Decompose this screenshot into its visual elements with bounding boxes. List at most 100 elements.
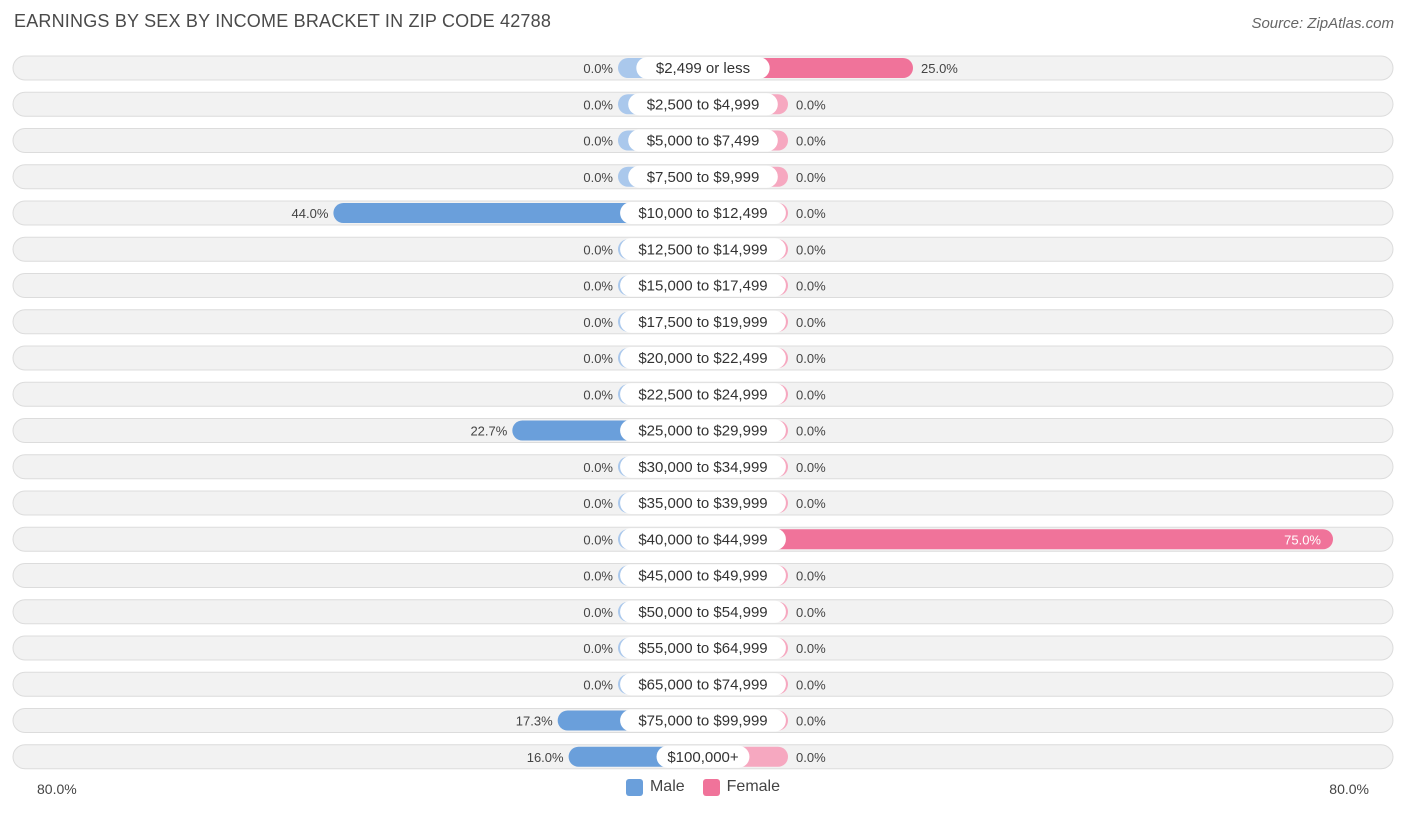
value-label-male: 0.0%: [583, 97, 613, 112]
value-label-male: 0.0%: [583, 641, 613, 656]
value-label-male: 0.0%: [583, 61, 613, 76]
value-label-female: 0.0%: [796, 315, 826, 330]
chart-row: $45,000 to $49,999 0.0% 0.0%: [12, 563, 1394, 588]
category-label-background: [620, 274, 786, 297]
category-label: $50,000 to $54,999: [638, 604, 767, 621]
value-label-male: 0.0%: [583, 315, 613, 330]
value-label-male: 0.0%: [583, 170, 613, 185]
value-label-male: 0.0%: [583, 279, 613, 294]
category-label: $5,000 to $7,499: [647, 133, 760, 150]
value-label-female: 0.0%: [796, 387, 826, 402]
chart-row: $5,000 to $7,499 0.0% 0.0%: [12, 128, 1394, 153]
value-label-female: 0.0%: [796, 134, 826, 149]
chart-row: $20,000 to $22,499 0.0% 0.0%: [12, 345, 1394, 371]
chart-row: $22,500 to $24,999 0.0% 0.0%: [12, 381, 1394, 407]
value-label-male: 0.0%: [583, 242, 613, 257]
chart-row: $65,000 to $74,999 0.0% 0.0%: [12, 671, 1394, 697]
category-label-background: [620, 202, 786, 224]
category-label: $75,000 to $99,999: [638, 713, 767, 730]
category-label-background: [620, 709, 786, 732]
chart-row: $55,000 to $64,999 0.0% 0.0%: [12, 635, 1394, 661]
chart-row: $2,499 or less 0.0% 25.0%: [12, 55, 1394, 81]
category-label: $12,500 to $14,999: [638, 241, 767, 258]
legend: Male Female: [0, 778, 1406, 796]
category-label-background: [620, 347, 786, 369]
value-label-male: 0.0%: [583, 532, 613, 547]
value-label-female: 0.0%: [796, 750, 826, 765]
value-label-female: 0.0%: [796, 242, 826, 257]
chart-row: $75,000 to $99,999 17.3% 0.0%: [12, 708, 1394, 733]
value-label-male: 0.0%: [583, 351, 613, 366]
category-label-background: [620, 492, 786, 514]
category-label-background: [620, 673, 786, 696]
axis-min-label: 80.0%: [37, 781, 77, 797]
axis-max-label: 80.0%: [1329, 781, 1369, 797]
category-label: $40,000 to $44,999: [638, 531, 767, 548]
value-label-female: 0.0%: [796, 569, 826, 584]
chart-row: $17,500 to $19,999 0.0% 0.0%: [12, 309, 1394, 335]
value-label-female: 0.0%: [796, 641, 826, 656]
category-label-background: [620, 419, 786, 442]
chart-row: $2,500 to $4,999 0.0% 0.0%: [12, 91, 1394, 117]
value-label-male: 22.7%: [470, 424, 507, 439]
category-label: $100,000+: [667, 749, 739, 766]
category-label-background: [636, 57, 770, 79]
bar-female: [703, 529, 1333, 550]
value-label-male: 0.0%: [583, 569, 613, 584]
chart-row: $15,000 to $17,499 0.0% 0.0%: [12, 273, 1394, 298]
chart-title: EARNINGS BY SEX BY INCOME BRACKET IN ZIP…: [14, 11, 552, 31]
category-label: $15,000 to $17,499: [638, 278, 767, 295]
value-label-male: 17.3%: [516, 714, 553, 729]
category-label: $30,000 to $34,999: [638, 459, 767, 476]
chart-row: $50,000 to $54,999 0.0% 0.0%: [12, 599, 1394, 625]
category-label: $35,000 to $39,999: [638, 495, 767, 512]
chart-row: $25,000 to $29,999 22.7% 0.0%: [12, 418, 1394, 443]
legend-label-female: Female: [726, 778, 781, 795]
category-label: $7,500 to $9,999: [647, 169, 760, 186]
category-label-background: [620, 564, 786, 587]
value-label-female: 75.0%: [1284, 532, 1321, 547]
category-label-background: [656, 745, 750, 768]
chart-row: $40,000 to $44,999 0.0% 75.0%: [12, 526, 1394, 552]
category-label: $20,000 to $22,499: [638, 350, 767, 367]
category-label-background: [628, 93, 778, 116]
category-label-background: [620, 637, 786, 659]
value-label-female: 0.0%: [796, 677, 826, 692]
category-label: $45,000 to $49,999: [638, 568, 767, 585]
value-label-female: 0.0%: [796, 351, 826, 366]
source-credit: Source: ZipAtlas.com: [1251, 15, 1394, 32]
category-label-background: [620, 455, 786, 478]
chart-row: $35,000 to $39,999 0.0% 0.0%: [12, 490, 1394, 516]
chart-row: $30,000 to $34,999 0.0% 0.0%: [12, 454, 1394, 480]
value-label-male: 16.0%: [527, 750, 564, 765]
value-label-female: 0.0%: [796, 496, 826, 511]
category-label-background: [628, 165, 778, 188]
category-label: $10,000 to $12,499: [638, 205, 767, 222]
value-label-male: 0.0%: [583, 496, 613, 511]
value-label-female: 0.0%: [796, 279, 826, 294]
value-label-female: 0.0%: [796, 170, 826, 185]
value-label-female: 0.0%: [796, 206, 826, 221]
category-label: $2,500 to $4,999: [647, 96, 760, 113]
legend-swatch-female: [702, 778, 720, 796]
bar-male: [333, 203, 703, 223]
category-label-background: [620, 528, 786, 551]
category-label: $2,499 or less: [656, 60, 750, 77]
chart-row: $100,000+ 16.0% 0.0%: [12, 744, 1394, 770]
value-label-male: 44.0%: [292, 206, 329, 221]
category-label-background: [628, 129, 778, 152]
value-label-female: 0.0%: [796, 714, 826, 729]
legend-label-male: Male: [649, 778, 685, 795]
category-label-background: [620, 310, 786, 333]
value-label-male: 0.0%: [583, 677, 613, 692]
category-label: $65,000 to $74,999: [638, 676, 767, 693]
value-label-male: 0.0%: [583, 134, 613, 149]
chart-row: $10,000 to $12,499 44.0% 0.0%: [12, 200, 1394, 226]
category-label-background: [620, 238, 786, 261]
legend-swatch-male: [625, 778, 643, 796]
category-label: $17,500 to $19,999: [638, 314, 767, 331]
category-label-background: [620, 383, 786, 406]
value-label-male: 0.0%: [583, 460, 613, 475]
chart-row: $12,500 to $14,999 0.0% 0.0%: [12, 236, 1394, 262]
chart-row: $7,500 to $9,999 0.0% 0.0%: [12, 164, 1394, 190]
